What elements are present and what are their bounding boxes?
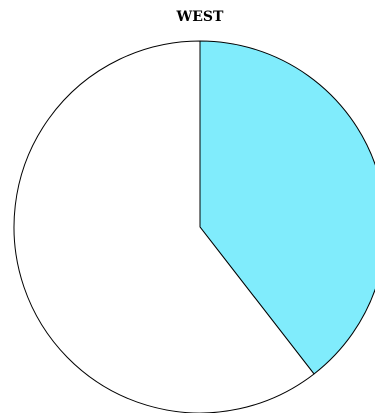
pie-slices xyxy=(13,40,375,413)
pie-slice-2 xyxy=(13,40,315,413)
chart-title: WEST xyxy=(176,9,225,25)
pie-slice-1 xyxy=(199,40,375,375)
